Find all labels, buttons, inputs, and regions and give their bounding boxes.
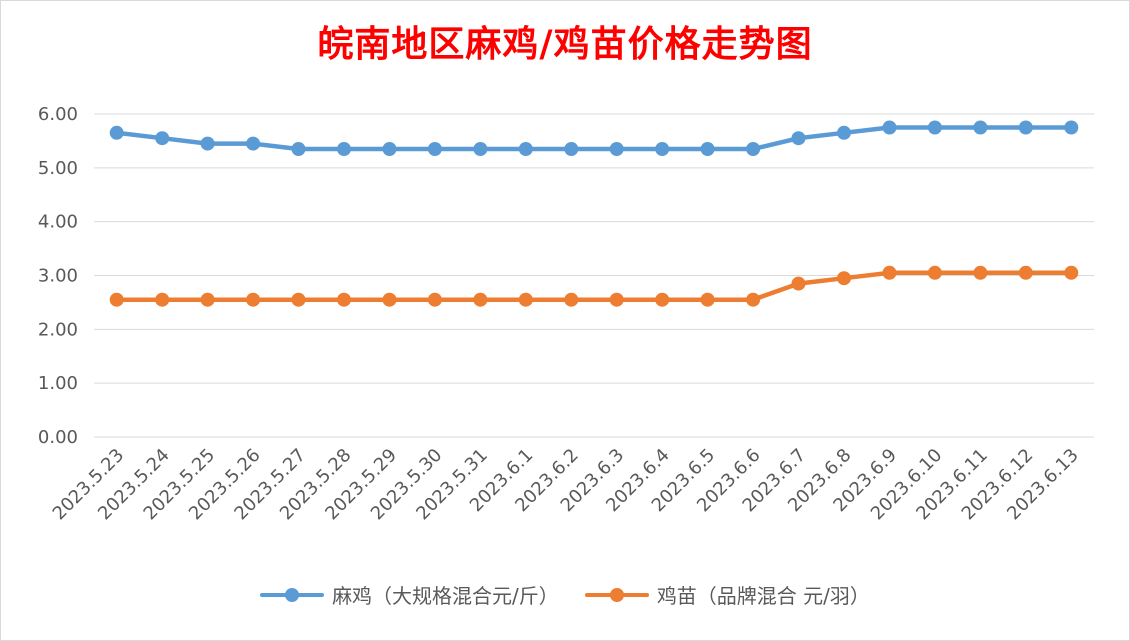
data-point-series-1 — [791, 131, 806, 146]
data-point-series-1 — [518, 142, 533, 156]
legend-label-series-2: 鸡苗（品牌混合 元/羽） — [656, 584, 870, 608]
series-line-2 — [114, 270, 1074, 302]
data-point-series-2 — [427, 292, 442, 307]
data-point-series-2 — [837, 271, 851, 286]
data-point-series-1 — [609, 142, 624, 156]
data-point-series-1 — [337, 142, 351, 156]
legend-marker-series-2 — [584, 587, 649, 602]
y-tick-label: 0.00 — [38, 427, 78, 448]
data-point-series-1 — [927, 120, 942, 135]
legend-item-series-1: 麻鸡（大规格混合元/斤） — [260, 580, 559, 609]
legend-item-series-2: 鸡苗（品牌混合 元/羽） — [584, 580, 870, 609]
data-point-series-2 — [291, 292, 306, 307]
chart-title: 皖南地区麻鸡/鸡苗价格走势图 — [317, 23, 813, 65]
data-point-series-2 — [882, 265, 897, 280]
data-point-series-1 — [1018, 120, 1033, 135]
data-point-series-2 — [518, 292, 533, 307]
data-point-series-2 — [1018, 265, 1033, 280]
data-point-series-1 — [1064, 120, 1079, 135]
data-point-series-2 — [655, 292, 670, 307]
data-point-series-2 — [973, 265, 988, 280]
data-point-series-1 — [473, 142, 488, 156]
data-point-series-2 — [382, 292, 397, 307]
legend-dot-series-1 — [285, 587, 300, 602]
data-point-series-2 — [109, 292, 124, 307]
data-point-series-1 — [700, 142, 715, 156]
data-point-series-2 — [200, 292, 215, 307]
legend-marker-series-1 — [260, 587, 325, 602]
y-tick-label: 3.00 — [38, 266, 78, 287]
legend: 麻鸡（大规格混合元/斤） 鸡苗（品牌混合 元/羽） — [0, 580, 1130, 609]
grid-layer — [94, 113, 1094, 438]
y-tick-label: 6.00 — [38, 104, 78, 125]
x-axis-ticks: 2023.5.232023.5.242023.5.252023.5.262023… — [49, 445, 1083, 525]
y-tick-label: 5.00 — [38, 158, 78, 179]
data-point-series-1 — [837, 125, 851, 140]
series-line-1 — [114, 125, 1074, 152]
data-point-series-2 — [791, 276, 806, 291]
data-point-series-1 — [655, 142, 670, 156]
data-point-series-1 — [746, 142, 761, 156]
data-point-series-1 — [382, 142, 397, 156]
legend-dot-series-2 — [609, 587, 624, 602]
data-point-series-1 — [564, 142, 579, 156]
y-tick-label: 4.00 — [38, 212, 78, 233]
data-point-series-2 — [337, 292, 351, 307]
data-point-series-2 — [927, 265, 942, 280]
y-tick-label: 2.00 — [38, 319, 78, 340]
data-point-series-1 — [291, 142, 306, 156]
data-point-series-2 — [246, 292, 261, 307]
data-point-series-1 — [155, 131, 170, 146]
data-point-series-2 — [700, 292, 715, 307]
data-point-series-1 — [109, 125, 124, 140]
data-point-series-1 — [200, 136, 215, 151]
data-point-series-2 — [1064, 265, 1079, 280]
y-axis-ticks: 0.00 1.00 2.00 3.00 4.00 5.00 6.00 — [38, 104, 78, 448]
data-point-series-2 — [609, 292, 624, 307]
series-layer — [109, 120, 1079, 307]
data-point-series-1 — [246, 136, 261, 151]
legend-label-series-1: 麻鸡（大规格混合元/斤） — [332, 584, 559, 608]
y-tick-label: 1.00 — [38, 373, 78, 394]
data-point-series-2 — [564, 292, 579, 307]
data-point-series-2 — [746, 292, 761, 307]
data-point-series-1 — [427, 142, 442, 156]
data-point-series-2 — [473, 292, 488, 307]
data-point-series-1 — [973, 120, 988, 135]
data-point-series-2 — [155, 292, 170, 307]
data-point-series-1 — [882, 120, 897, 135]
